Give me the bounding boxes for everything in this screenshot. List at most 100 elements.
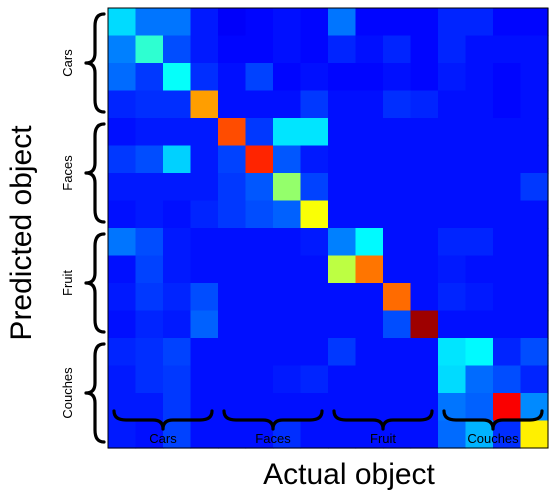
y-group-label: Fruit [60,270,75,296]
heatmap-cell [383,63,412,92]
heatmap-cell [108,118,137,147]
heatmap-cell [163,420,192,449]
heatmap-cell [245,8,274,37]
heatmap-cell [218,420,247,449]
heatmap-cell [300,365,329,394]
heatmap-cell [190,63,219,92]
x-group-label: Couches [467,431,519,446]
heatmap-cell [465,63,494,92]
heatmap-cell [190,90,219,119]
heatmap-cell [438,310,467,339]
heatmap-cell [273,283,302,312]
y-group-brace [84,122,106,224]
heatmap-cell [190,393,219,422]
heatmap-cell [245,338,274,367]
heatmap-cell [190,365,219,394]
heatmap-cell [218,35,247,64]
heatmap-cell [520,365,549,394]
heatmap-cell [218,393,247,422]
heatmap-cell [410,283,439,312]
heatmap-cell [163,118,192,147]
heatmap-cell [383,338,412,367]
heatmap-cell [300,310,329,339]
heatmap-cell [245,228,274,257]
heatmap-cell [383,145,412,174]
heatmap-cell [355,228,384,257]
heatmap-cell [108,338,137,367]
heatmap-cell [410,118,439,147]
heatmap-cell [108,173,137,202]
heatmap-cell [300,338,329,367]
heatmap-cell [108,145,137,174]
heatmap-cell [190,283,219,312]
y-group-brace [84,232,106,334]
heatmap-cell [493,90,522,119]
heatmap-cell [438,338,467,367]
heatmap-cell [355,393,384,422]
heatmap-cell [328,8,357,37]
heatmap-cell [135,63,164,92]
x-group-brace [332,409,434,431]
heatmap-cell [245,35,274,64]
heatmap-cell [328,228,357,257]
heatmap-cell [245,90,274,119]
heatmap-cell [245,145,274,174]
heatmap-cell [190,145,219,174]
heatmap-cell [218,283,247,312]
heatmap-cell [273,255,302,284]
heatmap-cell [438,63,467,92]
y-group-label: Couches [60,367,75,419]
heatmap-cell [163,8,192,37]
heatmap-cell [438,255,467,284]
heatmap-cell [218,90,247,119]
heatmap-cell [108,200,137,229]
heatmap-cell [410,145,439,174]
x-axis-title: Actual object [263,458,435,491]
heatmap-cell [355,90,384,119]
heatmap-cell [383,393,412,422]
heatmap-cell [163,90,192,119]
heatmap-cell [163,228,192,257]
heatmap-cell [245,420,274,449]
heatmap-cell [520,393,549,422]
heatmap-cell [493,420,522,449]
heatmap-cell [328,393,357,422]
heatmap-cell [465,35,494,64]
heatmap-cell [135,393,164,422]
heatmap-cell [135,90,164,119]
heatmap-cell [135,365,164,394]
heatmap-cell [410,338,439,367]
heatmap-cell [245,173,274,202]
heatmap-cell [108,420,137,449]
heatmap-cell [465,118,494,147]
heatmap-cell [520,173,549,202]
heatmap-cell [465,173,494,202]
heatmap-cell [410,63,439,92]
heatmap-cell [300,283,329,312]
heatmap-cell [108,283,137,312]
heatmap-cell [300,255,329,284]
heatmap-cell [355,255,384,284]
heatmap-cell [190,338,219,367]
heatmap-cell [493,173,522,202]
heatmap-cell [190,35,219,64]
heatmap-cell [218,145,247,174]
heatmap-cell [410,173,439,202]
heatmap-cell [438,173,467,202]
heatmap-frame [107,7,549,449]
heatmap-cell [218,8,247,37]
heatmap-cell [163,338,192,367]
heatmap-cell [328,310,357,339]
heatmap-cell [355,145,384,174]
heatmap-cell [190,310,219,339]
heatmap-cell [410,393,439,422]
heatmap-cell [493,338,522,367]
heatmap-cell [465,283,494,312]
heatmap-cell [465,365,494,394]
heatmap-cell [328,420,357,449]
heatmap-cell [328,35,357,64]
heatmap-cell [328,365,357,394]
heatmap-cell [465,90,494,119]
heatmap-cell [465,145,494,174]
heatmap-cell [190,173,219,202]
